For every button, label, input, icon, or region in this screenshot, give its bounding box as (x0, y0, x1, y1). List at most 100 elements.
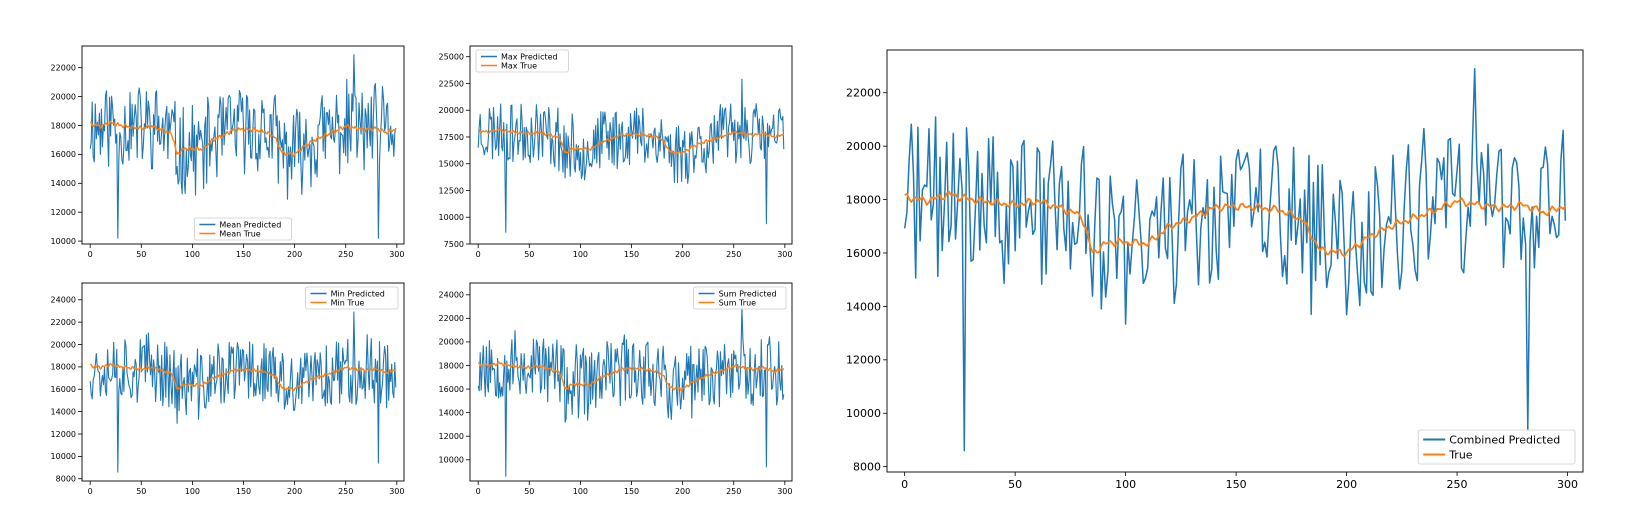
legend-label: Max Predicted (501, 52, 558, 61)
y-tick-label: 20000 (51, 340, 76, 349)
series-line-true (904, 190, 1566, 258)
y-tick-label: 20000 (439, 338, 464, 347)
series-line-predicted (477, 307, 785, 477)
y-tick-label: 22000 (51, 63, 76, 72)
legend: Combined Predicted True (1417, 429, 1576, 465)
legend-label: Mean Predicted (219, 220, 281, 229)
x-tick-label: 200 (675, 250, 690, 259)
y-tick-label: 12000 (51, 208, 76, 217)
x-tick-label: 100 (185, 250, 200, 259)
x-tick-label: 0 (88, 487, 93, 496)
y-tick-label: 24000 (439, 291, 464, 300)
y-tick-label: 20000 (439, 106, 464, 115)
y-tick-label: 8000 (56, 475, 76, 484)
x-tick-label: 300 (389, 250, 404, 259)
x-tick-label: 200 (287, 487, 302, 496)
y-tick-label: 16000 (51, 150, 76, 159)
y-tick-label: 10000 (51, 237, 76, 246)
y-tick-label: 14000 (846, 300, 881, 313)
y-tick-label: 8000 (853, 461, 881, 474)
y-tick-label: 12000 (51, 430, 76, 439)
x-tick-label: 250 (726, 487, 741, 496)
series-line-true (89, 362, 397, 392)
y-tick-label: 22500 (439, 79, 464, 88)
x-tick-label: 100 (1115, 478, 1136, 491)
y-tick-label: 16000 (51, 385, 76, 394)
y-tick-label: 10000 (439, 213, 464, 222)
series-line-true (477, 361, 785, 392)
y-tick-label: 25000 (439, 53, 464, 62)
x-tick-label: 50 (136, 487, 146, 496)
x-tick-label: 300 (1557, 478, 1578, 491)
chart-panel-1: 0 50 100 150 200 250 300 10000 12000 14000 16000 18… (51, 45, 405, 259)
legend-box (693, 286, 787, 310)
y-tick-label: 12500 (439, 186, 464, 195)
y-tick-label: 15000 (439, 160, 464, 169)
x-tick-label: 250 (726, 250, 741, 259)
chart-panel-2: 0 50 100 150 200 250 300 7500 10000 12500 15000 175… (439, 45, 793, 259)
series-line-true (89, 120, 397, 158)
x-tick-label: 150 (624, 487, 639, 496)
x-tick-label: 0 (88, 250, 93, 259)
x-tick-label: 300 (389, 487, 404, 496)
x-tick-label: 250 (1447, 478, 1468, 491)
y-tick-label: 18000 (439, 361, 464, 370)
y-tick-label: 16000 (439, 385, 464, 394)
x-tick-label: 0 (901, 478, 908, 491)
legend-label: Min Predicted (331, 289, 385, 298)
x-tick-label: 300 (777, 487, 792, 496)
y-tick-label: 16000 (846, 247, 881, 260)
series-line-predicted (89, 311, 397, 473)
axes-frame (81, 282, 405, 482)
x-tick-label: 250 (338, 250, 353, 259)
chart-panel-3: 0 50 100 150 200 250 300 8000 10000 12000 14000 160… (51, 282, 405, 496)
series-line-predicted (477, 78, 785, 233)
legend-label: Mean True (219, 229, 260, 238)
x-tick-label: 150 (624, 250, 639, 259)
plot-area (477, 78, 785, 233)
x-tick-label: 100 (573, 487, 588, 496)
y-tick-label: 14000 (439, 408, 464, 417)
series-line-true (477, 127, 785, 156)
x-tick-label: 50 (524, 250, 534, 259)
legend-box (1417, 429, 1576, 465)
y-tick-label: 22000 (439, 314, 464, 323)
y-tick-label: 22000 (846, 87, 881, 100)
y-tick-label: 18000 (846, 193, 881, 206)
y-tick-label: 12000 (846, 354, 881, 367)
series-line-predicted (903, 67, 1567, 452)
y-tick-label: 18000 (51, 121, 76, 130)
y-tick-label: 17500 (439, 133, 464, 142)
x-tick-label: 50 (136, 250, 146, 259)
x-tick-label: 0 (476, 250, 481, 259)
x-tick-label: 200 (675, 487, 690, 496)
x-tick-label: 50 (524, 487, 534, 496)
chart-panel-5: 0 50 100 150 200 250 300 8000 10000 12000 14000 160… (846, 49, 1584, 491)
x-tick-label: 100 (185, 487, 200, 496)
legend-label: Min True (331, 298, 365, 307)
legend-label: Max True (501, 61, 537, 70)
plot-area (89, 54, 397, 239)
y-tick-label: 14000 (51, 407, 76, 416)
y-tick-label: 10000 (51, 452, 76, 461)
y-tick-label: 10000 (439, 456, 464, 465)
y-tick-label: 22000 (51, 318, 76, 327)
x-tick-label: 250 (338, 487, 353, 496)
axes-frame (886, 49, 1584, 473)
plot-area (477, 307, 785, 477)
axes-frame (81, 45, 405, 245)
y-tick-label: 14000 (51, 179, 76, 188)
axes-frame (469, 45, 793, 245)
x-tick-label: 200 (287, 250, 302, 259)
x-tick-label: 100 (573, 250, 588, 259)
chart-panel-4: 0 50 100 150 200 250 300 10000 12000 14000 16000 18… (439, 282, 792, 496)
y-tick-label: 24000 (51, 296, 76, 305)
series-line-predicted (89, 54, 397, 239)
x-tick-label: 0 (476, 487, 481, 496)
plot-area (903, 67, 1567, 452)
y-tick-label: 20000 (51, 92, 76, 101)
